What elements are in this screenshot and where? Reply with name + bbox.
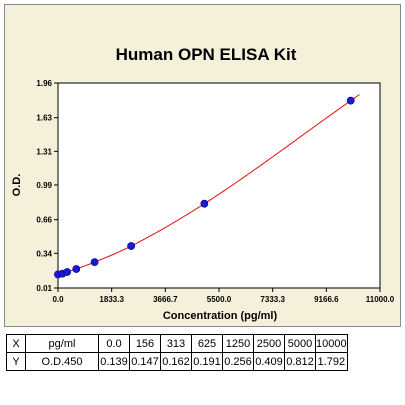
table-cell: 5000 xyxy=(284,334,316,353)
data-point xyxy=(63,268,72,276)
table-cell: 625 xyxy=(191,334,223,353)
y-tick-label: 0.99 xyxy=(36,181,52,190)
y-tick-label: 0.66 xyxy=(36,216,52,225)
x-tick-label: 3666.7 xyxy=(153,295,178,304)
table-cell: 0.256 xyxy=(222,352,254,371)
table-cell: 1.792 xyxy=(315,352,348,371)
table-row-y: Y O.D.450 0.139 0.147 0.162 0.191 0.256 … xyxy=(6,352,348,371)
data-point xyxy=(127,242,136,250)
y-tick-label: 1.96 xyxy=(36,79,52,88)
data-point xyxy=(200,199,209,208)
table-cell: 313 xyxy=(160,334,192,353)
x-tick-label: 0.0 xyxy=(52,295,64,304)
table-cell: 0.147 xyxy=(129,352,161,371)
y-tick-label: 0.01 xyxy=(36,284,52,293)
table-unit-cell: pg/ml xyxy=(25,334,99,353)
plot-layer: 0.01 0.34 0.66 0.99 1.31 1.63 1.96 0.0 1833.3 366… xyxy=(36,79,394,304)
y-tick-label: 1.63 xyxy=(36,114,52,123)
plot-area xyxy=(57,82,381,289)
data-point xyxy=(90,258,99,267)
x-tick-label: 7333.3 xyxy=(260,295,285,304)
table-row-label: X xyxy=(6,334,26,353)
table-cell: 0.812 xyxy=(284,352,316,371)
table-cell: 0.0 xyxy=(98,334,130,353)
table-row-x: X pg/ml 0.0 156 313 625 1250 2500 5000 1… xyxy=(6,334,348,353)
data-point xyxy=(72,265,81,273)
table-cell: 0.139 xyxy=(98,352,130,371)
x-axis-label: Concentration (pg/ml) xyxy=(163,310,278,322)
table-cell: 1250 xyxy=(222,334,254,353)
table-cell: 0.162 xyxy=(160,352,192,371)
x-tick-label: 9166.6 xyxy=(314,295,339,304)
table-cell: 156 xyxy=(129,334,161,353)
table-row-label: Y xyxy=(6,352,26,371)
x-tick-label: 5500.0 xyxy=(207,295,232,304)
chart-title: Human OPN ELISA Kit xyxy=(116,45,297,64)
y-tick-label: 1.31 xyxy=(36,147,52,156)
x-tick-label: 1833.3 xyxy=(99,295,124,304)
table-cell: 10000 xyxy=(315,334,348,353)
table-unit-cell: O.D.450 xyxy=(25,352,99,371)
y-axis-label: O.D. xyxy=(11,174,23,197)
table-cell: 0.191 xyxy=(191,352,223,371)
y-tick-label: 0.34 xyxy=(36,249,52,258)
table-cell: 2500 xyxy=(253,334,285,353)
data-table: X pg/ml 0.0 156 313 625 1250 2500 5000 1… xyxy=(6,334,348,371)
chart-svg: Human OPN ELISA Kit 0.01 0.34 0.66 0.99 1.31… xyxy=(11,45,395,322)
x-tick-label: 11000.0 xyxy=(366,295,395,304)
table-cell: 0.409 xyxy=(253,352,285,371)
data-point xyxy=(346,96,355,105)
